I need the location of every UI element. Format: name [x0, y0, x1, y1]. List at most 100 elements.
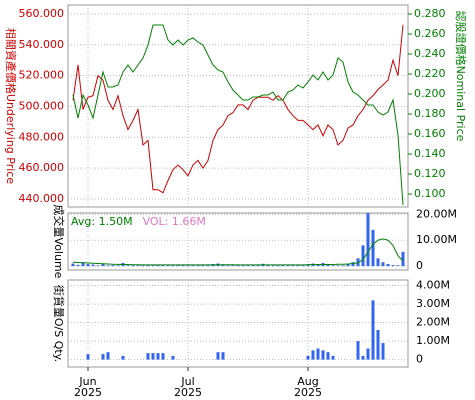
bar	[361, 355, 365, 360]
bar	[156, 353, 160, 360]
bar	[191, 265, 195, 267]
bar	[241, 265, 245, 267]
y2-tick-label: 0.200	[414, 87, 446, 100]
series-line	[72, 24, 404, 194]
bar	[226, 265, 230, 267]
bar	[171, 355, 175, 360]
y2-tick-label: 0.260	[414, 27, 446, 40]
y-tick-label: 560.000	[19, 7, 65, 20]
bar	[126, 265, 130, 267]
bar	[316, 348, 320, 360]
y2-tick-label: 0.180	[414, 107, 446, 120]
y2-axis-label: 認股證價格Nominal Price	[454, 11, 468, 142]
y-tick-label: 1.00M	[416, 334, 450, 347]
bar	[146, 265, 150, 267]
bar	[276, 265, 280, 267]
bar	[401, 251, 405, 267]
legend-entry: Avg: 1.50M	[71, 215, 133, 228]
bar	[151, 265, 155, 267]
series-line	[72, 24, 404, 206]
bar	[236, 265, 240, 267]
bar	[121, 355, 125, 360]
y2-tick-label: 0.100	[414, 187, 446, 200]
y2-tick-label: 0.220	[414, 67, 446, 80]
bar	[341, 265, 345, 267]
bar	[376, 329, 380, 360]
bar	[371, 300, 375, 360]
bar	[301, 265, 305, 267]
x-tick-year: 2025	[174, 386, 202, 399]
bar	[331, 265, 335, 267]
bar	[371, 229, 375, 267]
bar	[201, 265, 205, 267]
bar	[131, 265, 135, 267]
bar	[151, 353, 155, 360]
y-axis-label: 成交量Volume	[52, 205, 66, 279]
bar	[106, 265, 110, 267]
bar	[111, 265, 115, 267]
y2-tick-label: 0.280	[414, 7, 446, 20]
bar	[381, 342, 385, 360]
y-tick-label: 480.000	[19, 130, 65, 143]
bar	[266, 265, 270, 267]
bar	[326, 352, 330, 360]
plot-area	[67, 4, 409, 208]
bar	[196, 265, 200, 267]
plot-area	[67, 279, 409, 368]
bar	[216, 352, 220, 360]
bar	[246, 265, 250, 267]
y-tick-label: 2.00M	[416, 316, 450, 329]
y-axis-label: 相關資產價格Underlying Price	[4, 28, 18, 184]
bar	[336, 265, 340, 267]
bar	[141, 265, 145, 267]
bar	[396, 265, 400, 267]
y-tick-label: 0	[416, 259, 423, 272]
bar	[86, 264, 90, 267]
bar	[106, 352, 110, 360]
y2-tick-label: 0.160	[414, 127, 446, 140]
y-tick-label: 20.00M	[416, 207, 457, 220]
bar	[81, 262, 85, 267]
y-tick-label: 10.00M	[416, 233, 457, 246]
bar	[386, 264, 390, 267]
bar	[176, 265, 180, 267]
bar	[251, 265, 255, 267]
bar	[206, 265, 210, 267]
bar	[231, 265, 235, 267]
bar	[161, 353, 165, 360]
y-tick-label: 3.00M	[416, 297, 450, 310]
y2-tick-label: 0.240	[414, 47, 446, 60]
bar	[146, 353, 150, 360]
bar	[286, 265, 290, 267]
bar	[181, 265, 185, 267]
bar	[331, 355, 335, 360]
bar	[361, 245, 365, 267]
y-tick-label: 460.000	[19, 161, 65, 174]
bar	[296, 265, 300, 267]
bar	[186, 265, 190, 267]
bar	[171, 265, 175, 267]
bar	[326, 264, 330, 267]
bar	[366, 348, 370, 360]
legend-entry: VOL: 1.66M	[143, 215, 206, 228]
bar	[101, 354, 105, 360]
bar	[381, 262, 385, 267]
bar	[96, 265, 100, 267]
bar	[356, 341, 360, 360]
y-tick-label: 4.00M	[416, 279, 450, 292]
bar	[391, 265, 395, 267]
bar	[71, 263, 75, 267]
bar	[366, 213, 370, 267]
x-tick-label: Jun	[78, 375, 96, 388]
y-tick-label: 540.000	[19, 38, 65, 51]
x-tick-year: 2025	[74, 386, 102, 399]
bar	[346, 263, 350, 267]
bar	[116, 265, 120, 267]
bar	[221, 264, 225, 267]
x-tick-label: Aug	[297, 375, 318, 388]
bar	[256, 265, 260, 267]
y2-tick-label: 0.120	[414, 167, 446, 180]
bar	[271, 265, 275, 267]
x-tick-year: 2025	[294, 386, 322, 399]
